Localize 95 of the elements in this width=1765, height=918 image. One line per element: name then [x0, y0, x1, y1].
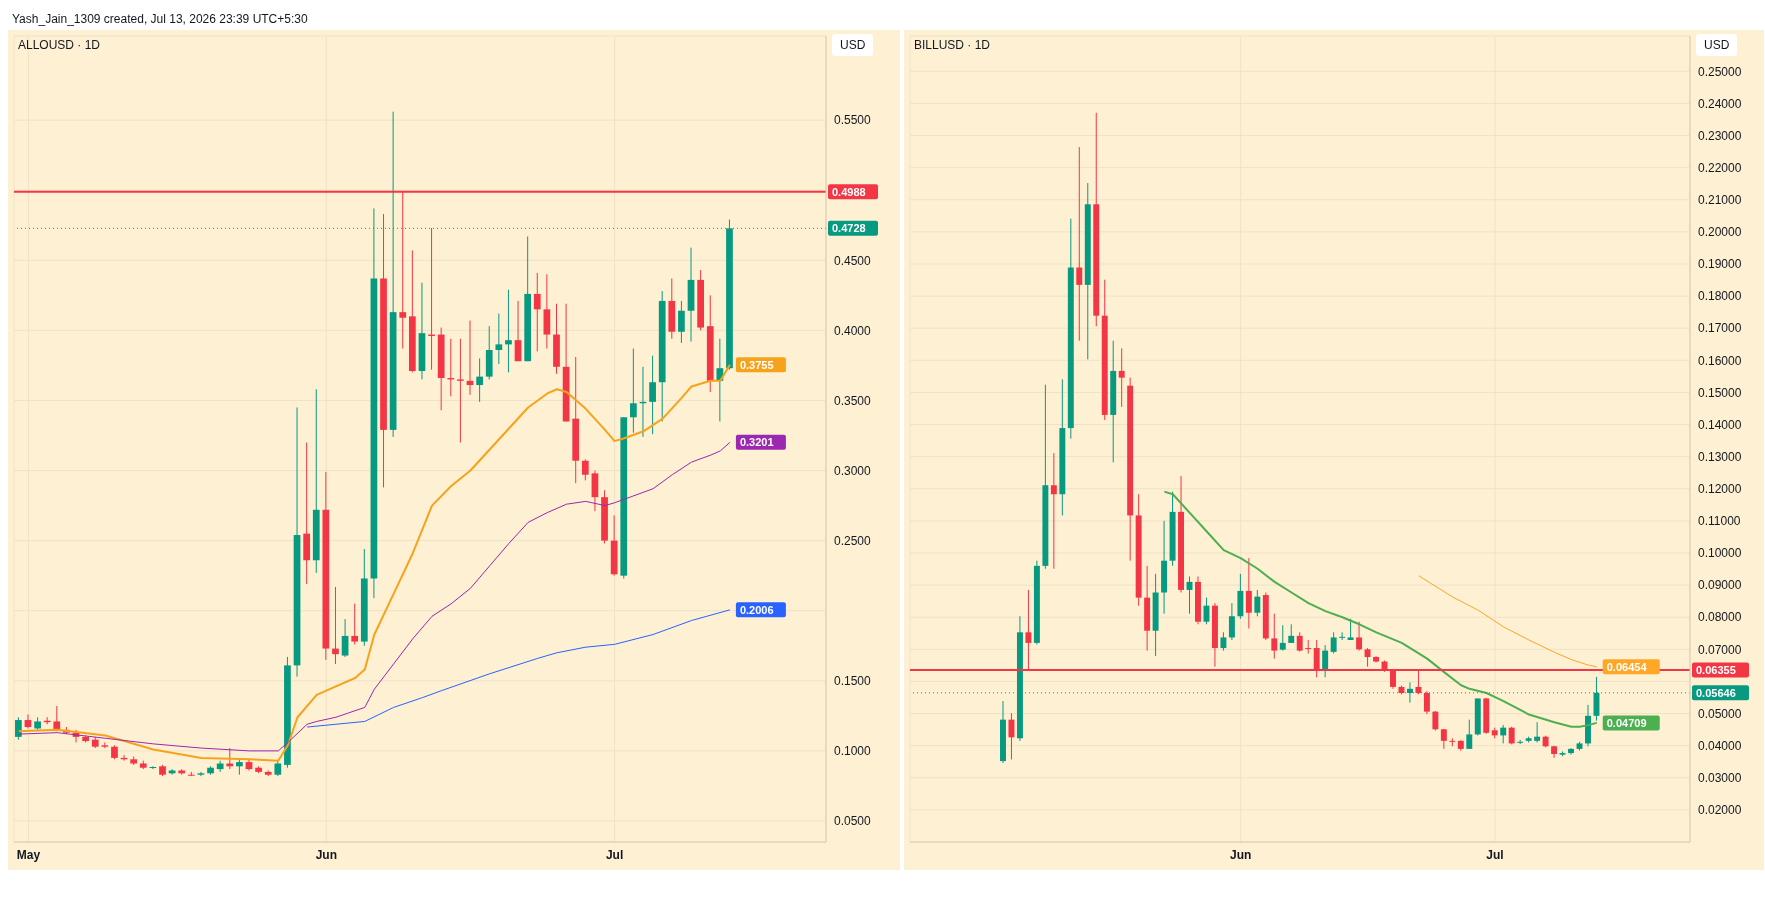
ref-line-label: 0.4728: [832, 222, 866, 235]
data-label: 0.3755: [739, 358, 774, 371]
line-series: [1163, 490, 1598, 728]
y-tick-label: 0.03000: [1698, 771, 1742, 786]
y-tick-label: 0.19000: [1698, 257, 1742, 272]
candlestick: [1364, 647, 1371, 668]
y-tick-label: 0.5500: [834, 113, 872, 128]
y-tick-label: 0.25000: [1698, 64, 1742, 79]
candlestick: [630, 348, 637, 434]
candlestick: [581, 458, 589, 481]
ref-line-label: 0.05646: [1696, 686, 1736, 699]
y-tick-label: 0.22000: [1698, 160, 1742, 175]
candlestick: [1432, 710, 1439, 732]
x-tick-label: Jul: [1486, 847, 1504, 862]
y-tick-label: 0.17000: [1698, 321, 1742, 336]
candlestick: [495, 313, 503, 365]
x-tick-label: Jun: [1229, 847, 1252, 862]
line-series: [1418, 575, 1598, 668]
candlestick: [476, 357, 483, 403]
y-tick-label: 0.12000: [1698, 482, 1742, 497]
y-tick-label: 0.02000: [1698, 803, 1742, 818]
line-series: [306, 609, 731, 728]
data-label: 0.2006: [739, 603, 774, 616]
chart-title: ALLOUSD · 1D: [18, 38, 101, 52]
candlestick: [716, 338, 724, 422]
y-tick-label: 0.20000: [1698, 225, 1742, 240]
y-tick-label: 0.3000: [834, 463, 872, 478]
y-tick-label: 0.4500: [834, 253, 872, 268]
candlestick: [649, 355, 656, 435]
y-tick-label: 0.0500: [834, 814, 872, 829]
candlestick: [1228, 602, 1235, 641]
candlestick: [15, 716, 22, 741]
y-tick-label: 0.3500: [834, 393, 872, 408]
y-tick-label: 0.1500: [834, 674, 872, 689]
ref-line-label: 0.06355: [1696, 664, 1736, 677]
candlestick: [1076, 146, 1083, 342]
x-tick-label: May: [16, 847, 41, 862]
y-tick-label: 0.11000: [1698, 514, 1741, 529]
candlestick: [1296, 631, 1303, 653]
y-tick-label: 0.15000: [1698, 385, 1742, 400]
y-tick-label: 0.09000: [1698, 578, 1742, 593]
y-tick-label: 0.05000: [1698, 706, 1742, 721]
candlestick: [1500, 724, 1507, 744]
candlestick: [341, 618, 349, 658]
y-tick-label: 0.24000: [1698, 96, 1742, 111]
y-axis-title: USD: [832, 34, 874, 56]
candlestick: [1423, 690, 1430, 715]
chart-title: BILLUSD · 1D: [914, 38, 991, 52]
candlestick: [678, 300, 685, 344]
y-tick-label: 0.07000: [1698, 642, 1742, 657]
candlestick: [1245, 557, 1252, 629]
ref-line-label: 0.4988: [832, 185, 866, 198]
candlestick: [1118, 347, 1125, 408]
x-tick-label: Jun: [315, 847, 337, 862]
y-tick-label: 0.21000: [1698, 193, 1742, 208]
data-label: 0.04709: [1606, 716, 1647, 729]
candlestick: [1305, 639, 1312, 655]
candlestick: [332, 586, 339, 665]
y-tick-label: 0.23000: [1698, 128, 1742, 143]
y-axis-title: USD: [1696, 34, 1738, 56]
y-tick-label: 0.04000: [1698, 738, 1742, 753]
candlestick: [1356, 621, 1363, 652]
candlestick: [1254, 589, 1261, 617]
candlestick: [505, 289, 512, 373]
candlestick: [457, 338, 464, 443]
x-tick-label: Jul: [605, 847, 624, 862]
text: Yash_Jain_1309 created, Jul 13, 2026 23:39 UTC+5:30: [12, 12, 308, 26]
y-tick-label: 0.08000: [1698, 610, 1742, 625]
candlestick: [1466, 719, 1473, 750]
candlestick: [1288, 623, 1295, 644]
y-tick-label: 0.1000: [834, 744, 872, 759]
y-tick-label: 0.13000: [1698, 449, 1742, 464]
candlestick: [351, 603, 359, 645]
candlestick: [1220, 631, 1227, 652]
candlestick: [1568, 747, 1574, 756]
data-label: 0.06454: [1606, 660, 1648, 673]
candlestick: [1322, 644, 1329, 678]
y-tick-label: 0.2500: [834, 533, 872, 548]
candlestick: [1271, 613, 1278, 660]
candlestick: [533, 272, 541, 352]
y-tick-label: 0.14000: [1698, 417, 1742, 432]
candlestick: [1534, 721, 1541, 743]
candlestick: [591, 470, 599, 512]
candlestick: [1330, 631, 1337, 655]
data-label: 0.3201: [739, 436, 774, 449]
candlestick: [1339, 631, 1346, 641]
candlestick: [1050, 452, 1057, 570]
y-tick-label: 0.16000: [1698, 353, 1742, 368]
y-tick-label: 0.18000: [1698, 289, 1742, 304]
candlestick: [53, 705, 61, 732]
candlestick: [1279, 624, 1286, 652]
line-series: [17, 363, 731, 762]
candlestick: [197, 771, 205, 777]
y-tick-label: 0.10000: [1698, 546, 1742, 561]
y-tick-label: 0.4000: [834, 323, 872, 338]
